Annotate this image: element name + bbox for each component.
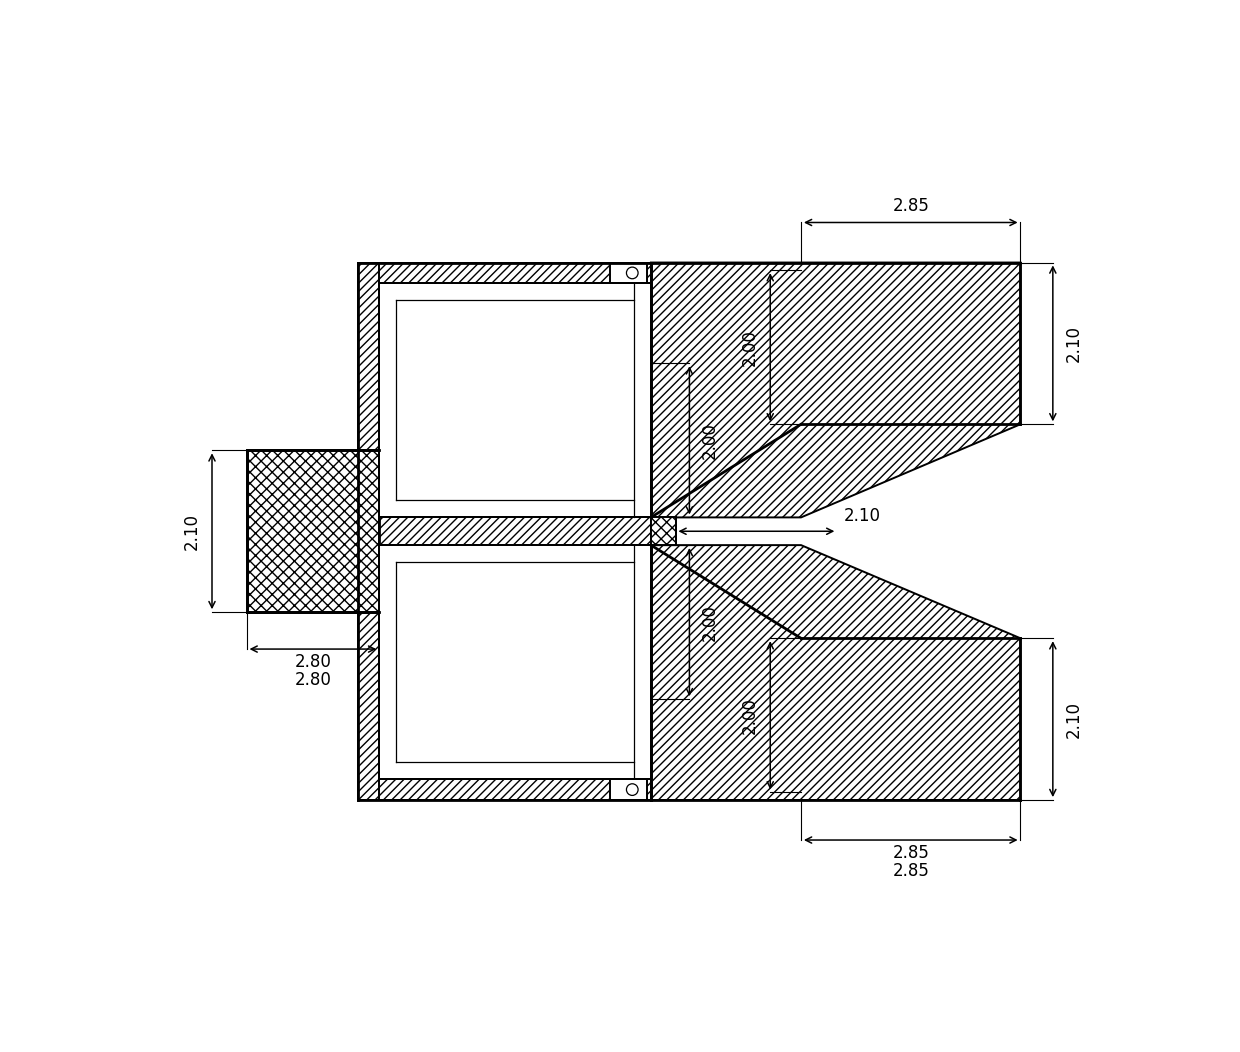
Text: 2.00: 2.00: [701, 422, 719, 459]
Bar: [379, 283, 651, 518]
Polygon shape: [651, 263, 1021, 518]
Bar: [379, 545, 651, 780]
Bar: [610, 780, 647, 800]
Text: 2.00: 2.00: [701, 604, 719, 641]
Text: 2.85: 2.85: [893, 862, 929, 879]
Text: 2.10: 2.10: [182, 512, 201, 550]
Bar: [358, 780, 651, 800]
Bar: [651, 518, 676, 545]
Text: 2.80: 2.80: [294, 670, 331, 689]
Bar: [358, 263, 651, 283]
Text: 2.00: 2.00: [740, 696, 759, 733]
Text: 2.80: 2.80: [294, 652, 331, 670]
Text: 2.85: 2.85: [893, 844, 929, 862]
Text: 2.10: 2.10: [1064, 325, 1083, 362]
Polygon shape: [651, 545, 1021, 800]
Text: 2.10: 2.10: [1064, 701, 1083, 737]
Bar: [610, 263, 647, 283]
Bar: [358, 263, 379, 800]
Text: 2.85: 2.85: [893, 197, 929, 215]
Text: 2.00: 2.00: [740, 329, 759, 366]
Text: 2.10: 2.10: [843, 507, 880, 525]
Bar: [247, 450, 379, 612]
Bar: [379, 518, 651, 545]
